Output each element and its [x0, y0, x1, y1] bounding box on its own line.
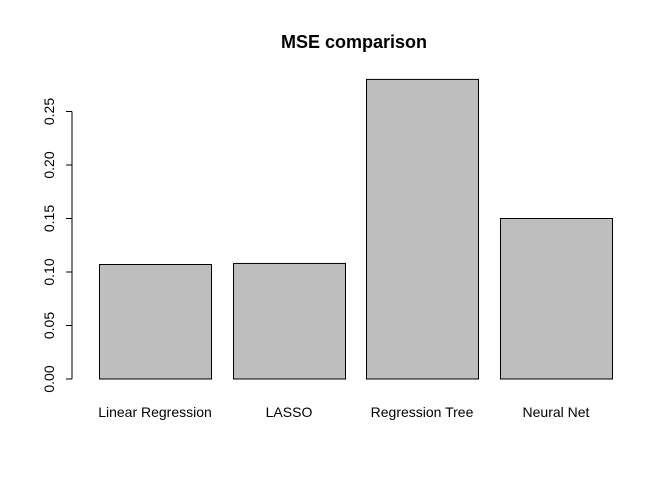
y-tick-label: 0.00: [41, 365, 57, 392]
x-category-label: Neural Net: [523, 404, 590, 420]
y-tick-label: 0.10: [41, 258, 57, 285]
x-category-label: LASSO: [266, 404, 313, 420]
bars-group: [99, 78, 613, 380]
chart-title: MSE comparison: [281, 32, 427, 52]
y-tick-label: 0.15: [41, 205, 57, 232]
y-tick-label: 0.20: [41, 151, 57, 178]
bar-neural-net: [500, 218, 613, 380]
bar-lasso: [233, 262, 346, 380]
y-tick-label: 0.25: [41, 98, 57, 125]
x-category-label: Linear Regression: [98, 404, 212, 420]
y-axis: 0.00 0.05 0.10 0.15 0.20 0.25: [41, 98, 73, 393]
bar-linear-regression: [99, 264, 212, 380]
y-tick-label: 0.05: [41, 312, 57, 339]
category-labels: Linear Regression LASSO Regression Tree Neu…: [98, 404, 589, 420]
x-category-label: Regression Tree: [371, 404, 474, 420]
bar-regression-tree: [366, 78, 479, 380]
